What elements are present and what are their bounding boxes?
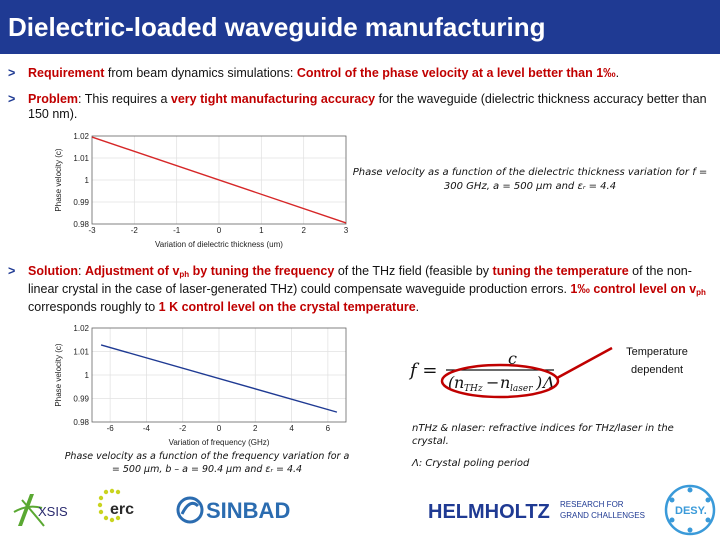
solution-label: Solution	[28, 264, 78, 278]
x-tick-label: 3	[344, 226, 349, 235]
x-tick-label: 2	[301, 226, 306, 235]
arrow-line	[556, 346, 613, 380]
erc-logo: erc	[97, 488, 134, 523]
plot-frame	[91, 327, 347, 423]
phase-velocity-vs-thickness-chart: -3 -2 -1 0 1 2 3 0.98 0.99 1 1.01 1.02 Variation of …	[54, 132, 349, 249]
svg-text:RESEARCH FOR: RESEARCH FOR	[560, 500, 624, 509]
bullet-problem: > Problem: This requires a very tight ma…	[8, 92, 707, 121]
caption-frequency: Phase velocity as a function of the freq…	[64, 451, 350, 475]
y-tick-label: 0.99	[73, 395, 89, 404]
x-tick-label: -2	[179, 424, 187, 433]
bullet-requirement: > Requirement from beam dynamics simulat…	[8, 66, 620, 80]
refractive-index-note: nTHz & nlaser: refractive indices for TH…	[412, 423, 674, 447]
svg-text:Λ: Λ	[541, 373, 555, 392]
svg-text:): )	[535, 373, 542, 392]
temperature-dependent-label: Temperature dependent	[626, 346, 688, 376]
y-tick-label: 1.02	[73, 324, 89, 333]
series-line	[100, 344, 338, 413]
y-tick-label: 1	[85, 176, 90, 185]
temperature-annotation	[440, 346, 613, 399]
x-tick-label: -2	[131, 226, 139, 235]
frequency-formula: f = c ( n THz − n laser ) Λ	[408, 346, 558, 394]
y-tick-label: 0.98	[73, 418, 89, 427]
x-tick-label: -1	[173, 226, 181, 235]
svg-text:THz: THz	[464, 384, 483, 394]
axsis-logo: XSIS	[13, 494, 68, 527]
x-tick-label: 0	[217, 424, 222, 433]
highlight-ellipse	[440, 363, 560, 399]
x-tick-label: -6	[107, 424, 115, 433]
y-tick-label: 1	[85, 371, 90, 380]
x-tick-label: 4	[289, 424, 294, 433]
requirement-label: Requirement	[28, 66, 105, 80]
svg-text:n: n	[500, 373, 510, 392]
svg-text:XSIS: XSIS	[38, 504, 68, 519]
poling-period-note: Λ: Crystal poling period	[412, 458, 530, 469]
desy-logo: DESY.	[664, 484, 716, 536]
bullet-marker: >	[8, 66, 16, 80]
bullet-marker: >	[8, 92, 16, 106]
svg-text:SINBAD: SINBAD	[206, 498, 290, 523]
formula-lhs: f =	[408, 360, 437, 381]
svg-text:(: (	[448, 373, 455, 392]
svg-text:DESY.: DESY.	[675, 505, 707, 517]
caption-thickness: Phase velocity as a function of the diel…	[352, 167, 708, 192]
svg-text:GRAND CHALLENGES: GRAND CHALLENGES	[560, 511, 645, 520]
helmholtz-logo: HELMHOLTZ RESEARCH FOR GRAND CHALLENGES	[428, 500, 645, 523]
requirement-highlight: Control of the phase velocity at a level…	[296, 66, 616, 80]
series-line	[91, 136, 347, 224]
problem-highlight: very tight manufacturing accuracy	[170, 92, 376, 106]
x-tick-label: 6	[326, 424, 331, 433]
x-axis-label: Variation of frequency (GHz)	[169, 438, 270, 447]
plot-frame	[91, 135, 347, 225]
y-tick-label: 0.99	[73, 198, 89, 207]
slide-title: Dielectric-loaded waveguide manufacturin…	[8, 12, 546, 42]
svg-text:laser: laser	[510, 384, 533, 394]
phase-velocity-vs-frequency-chart: -6 -4 -2 0 2 4 6 0.98 0.99 1 1.01 1.02 Variation of …	[54, 324, 347, 447]
bullet-marker: >	[8, 264, 16, 278]
y-tick-label: 1.01	[73, 348, 89, 357]
svg-text:n: n	[454, 373, 464, 392]
problem-label: Problem	[28, 92, 79, 106]
svg-text:erc: erc	[110, 501, 134, 518]
title-bar: Dielectric-loaded waveguide manufacturin…	[0, 0, 720, 54]
y-axis-label: Phase velocity (c)	[54, 148, 63, 211]
svg-text:HELMHOLTZ: HELMHOLTZ	[428, 501, 550, 523]
y-tick-label: 1.02	[73, 132, 89, 141]
x-tick-label: -3	[88, 226, 96, 235]
x-tick-label: -4	[143, 424, 151, 433]
y-axis-label: Phase velocity (c)	[54, 343, 63, 406]
x-tick-label: 1	[259, 226, 264, 235]
formula-numerator: c	[508, 349, 517, 368]
sinbad-logo: SINBAD	[176, 496, 290, 524]
bullet-solution: > Solution: Adjustment of vph by tuning …	[8, 264, 706, 314]
y-tick-label: 1.01	[73, 154, 89, 163]
x-tick-label: 2	[253, 424, 258, 433]
x-axis-label: Variation of dielectric thickness (um)	[155, 240, 283, 249]
y-tick-label: 0.98	[73, 220, 89, 229]
x-tick-label: 0	[217, 226, 222, 235]
svg-text:−: −	[486, 373, 499, 392]
